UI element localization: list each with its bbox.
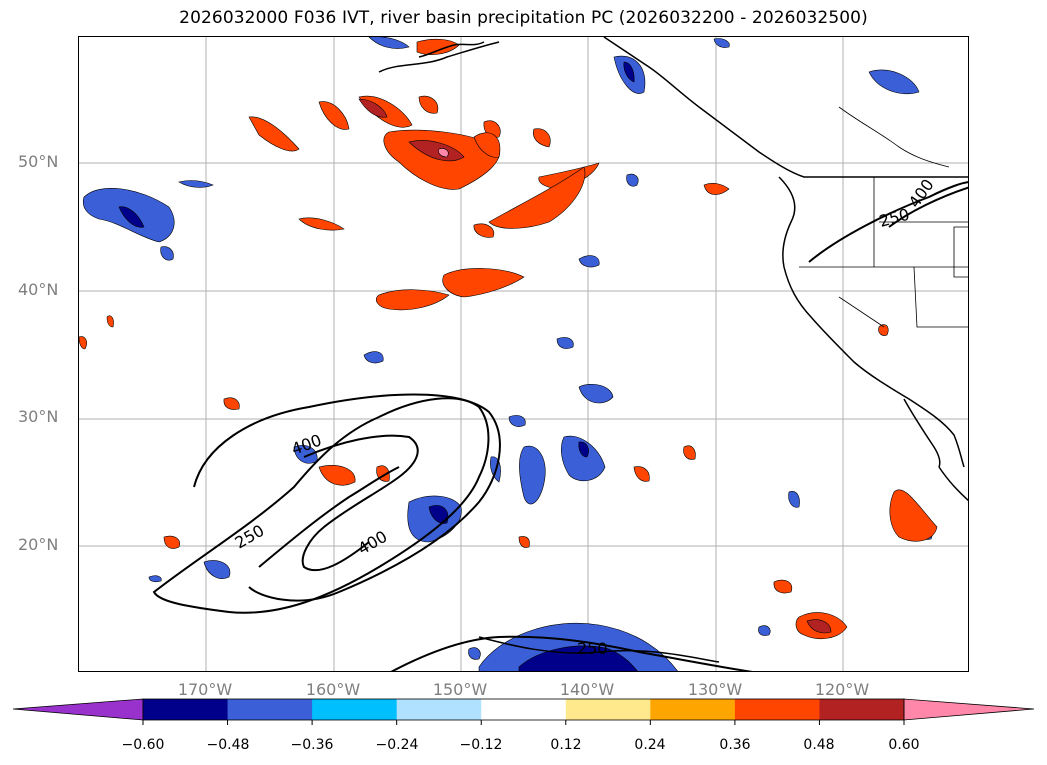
state-borders [799,106,968,328]
contour-label: 250 [577,639,608,658]
colorbar-bin [312,699,398,720]
positive-precip-anomaly-regions [79,38,938,640]
lon-label: 140°W [559,680,615,699]
lon-label: 170°W [177,680,233,699]
map-title: 2026032000 F036 IVT, river basin precipi… [179,8,868,28]
lat-label: 40°N [18,280,59,299]
colorbar-tick-label: 0.48 [803,737,835,753]
lat-label: 20°N [18,535,59,554]
negative-precip-anomaly-regions [82,37,933,671]
colorbar-bin [819,699,905,720]
lon-label: 120°W [814,680,870,699]
map-panel[interactable]: 400 250 400 250 250 400 [78,36,969,672]
colorbar-bin [734,699,820,720]
colorbar-tick-label: −0.36 [290,737,334,753]
colorbar-tick-label: −0.24 [375,737,419,753]
colorbar-bin [565,699,651,720]
colorbar-tick-label: 0.24 [634,737,666,753]
colorbar-bin [227,699,313,720]
colorbar-bin [650,699,736,720]
lon-label: 150°W [432,680,488,699]
colorbar-tick-label: 0.36 [719,737,751,753]
lat-label: 50°N [18,152,59,171]
colorbar-tick-label: 0.60 [888,737,920,753]
coastlines [378,37,968,663]
colorbar-tick-label: −0.48 [206,737,250,753]
contour-label: 250 [877,205,911,231]
contour-label: 400 [289,430,324,458]
colorbar-tick-label: −0.60 [121,737,165,753]
colorbar-tick-label: 0.12 [550,737,582,753]
colorbar [12,698,1035,725]
contour-label: 250 [232,521,268,553]
colorbar-tick-label: −0.12 [459,737,503,753]
gridlines [79,37,968,671]
colorbar-under-extension [12,698,144,721]
contour-label: 400 [905,175,938,211]
lat-label: 30°N [18,407,59,426]
contour-labels: 400 250 400 250 250 400 [232,175,938,658]
colorbar-bin [396,699,482,720]
ivt-contours [152,181,968,671]
colorbar-bin [481,699,567,720]
map-canvas: 400 250 400 250 250 400 [79,37,968,671]
colorbar-over-extension [903,698,1035,721]
lon-label: 130°W [687,680,743,699]
colorbar-bin [143,699,229,720]
contour-label: 400 [355,527,391,559]
lon-label: 160°W [305,680,361,699]
